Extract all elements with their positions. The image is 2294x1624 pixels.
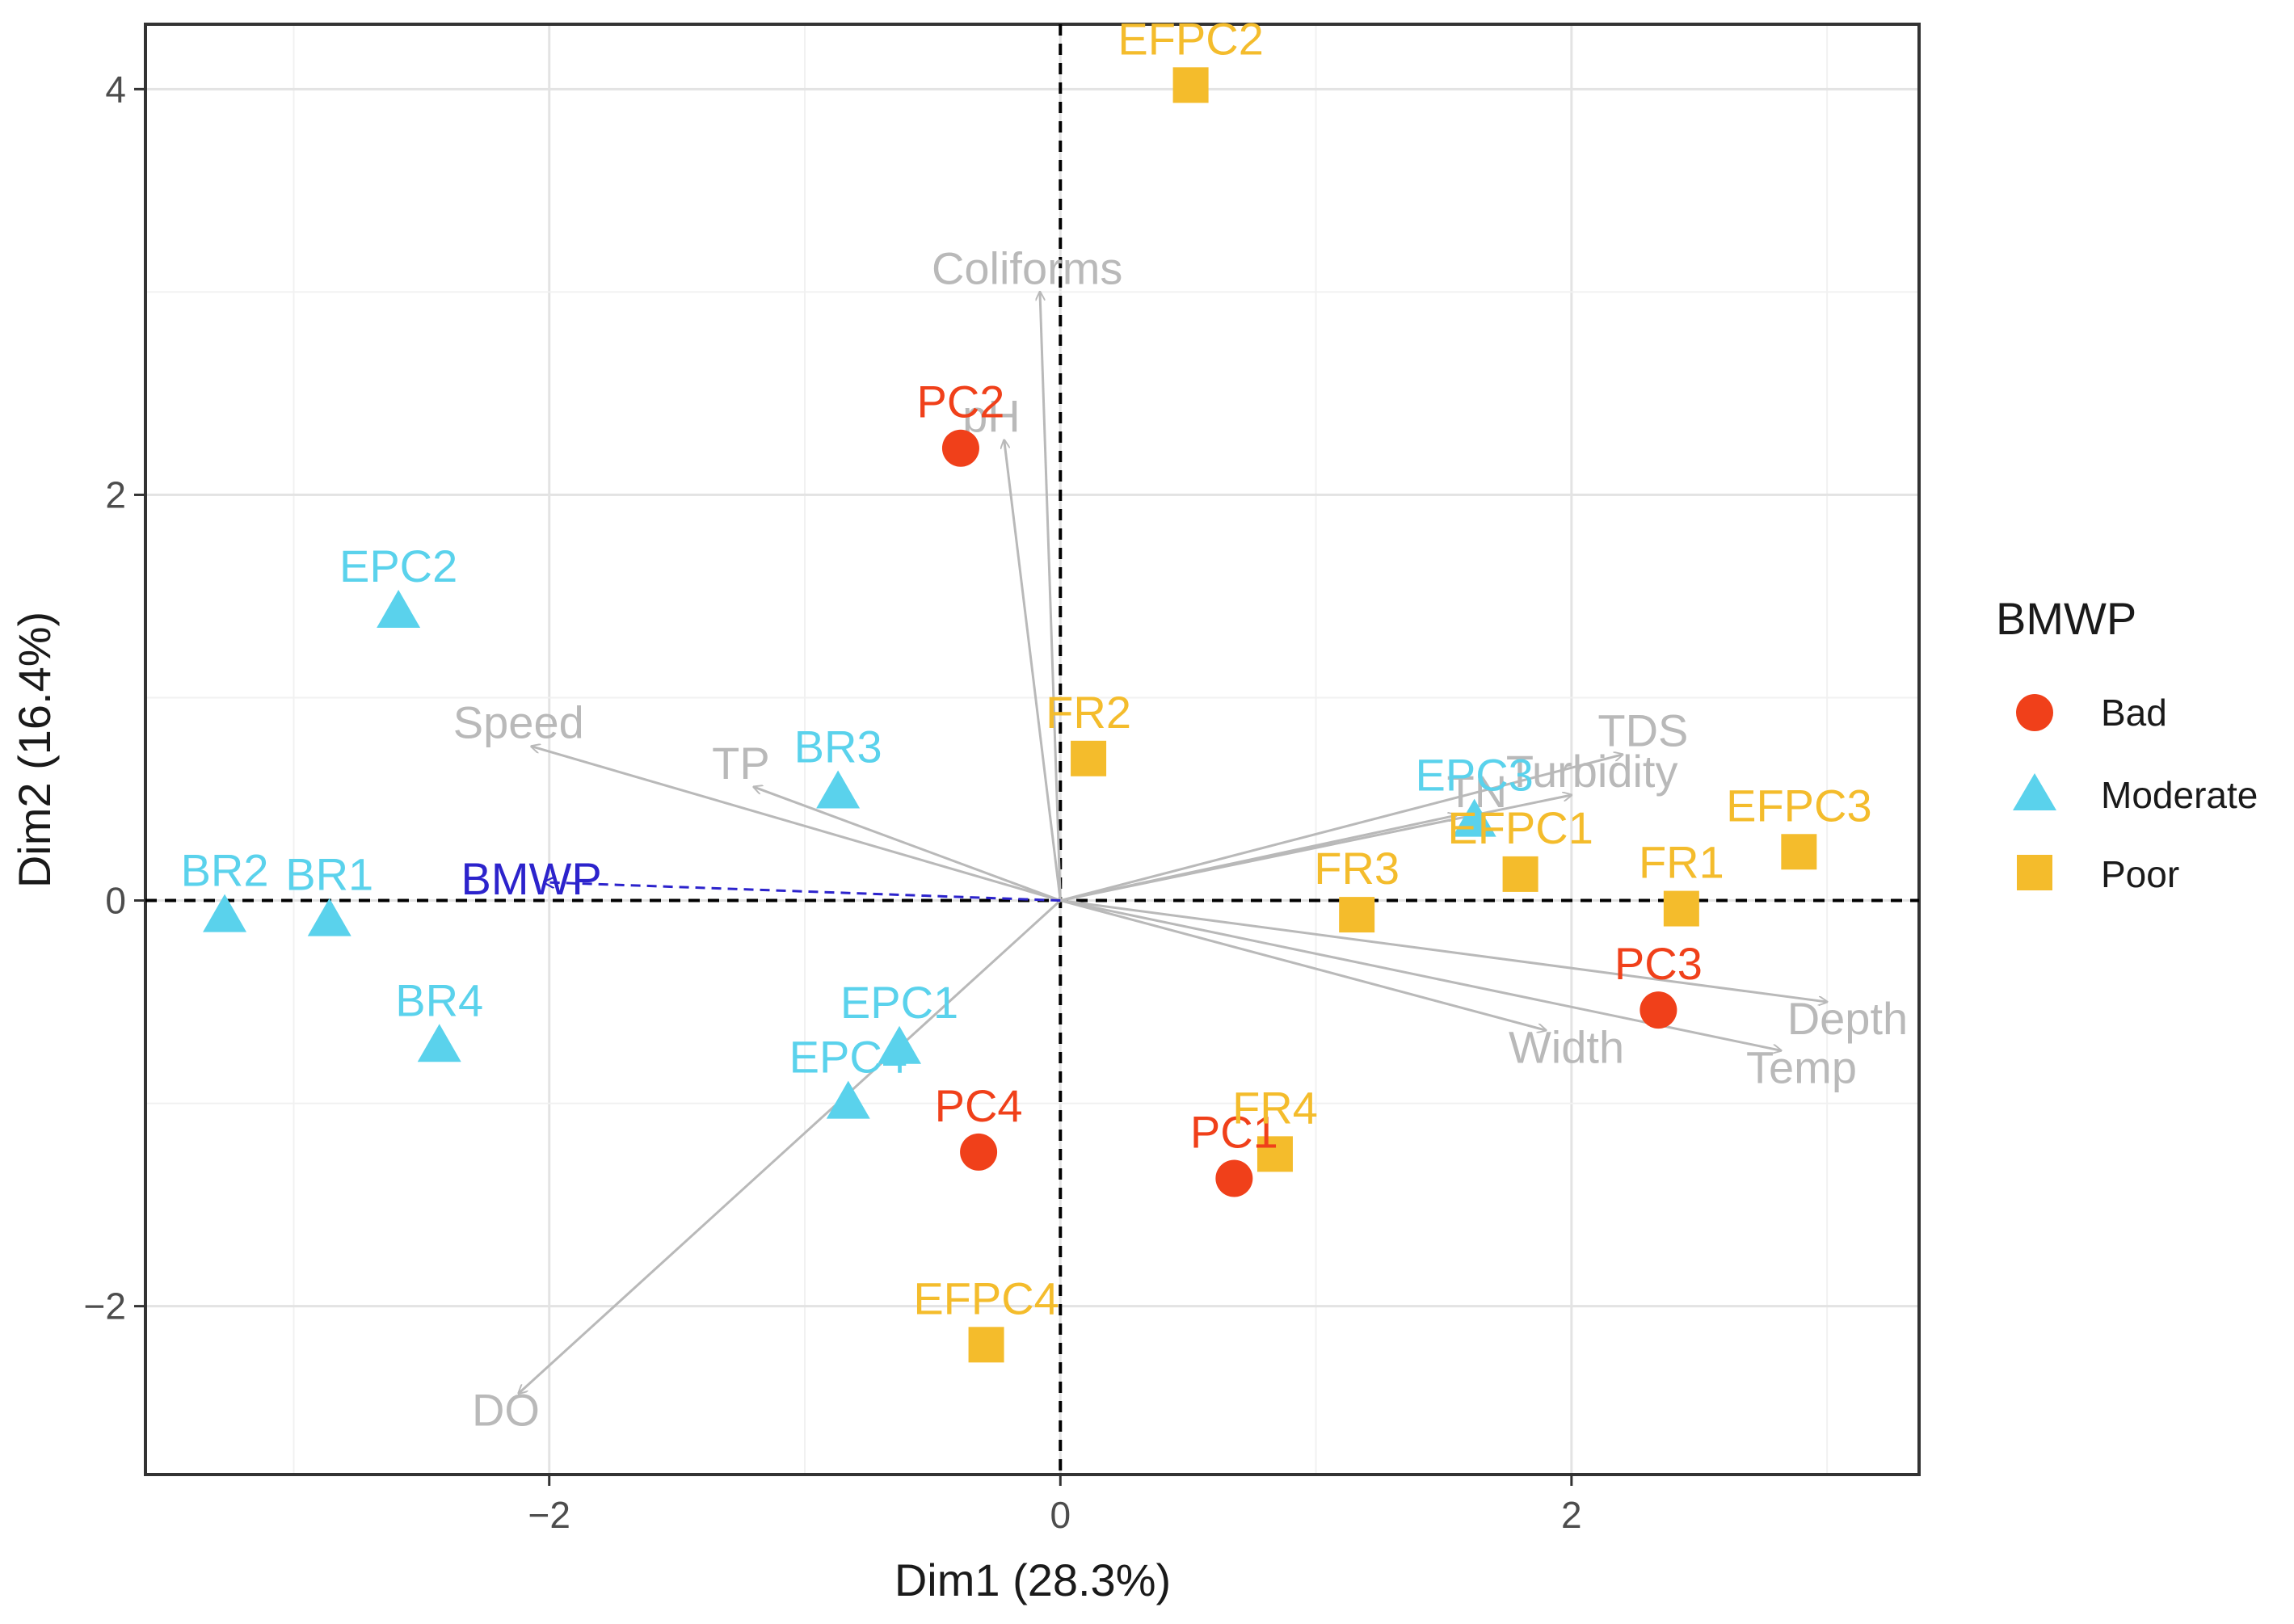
- individual-points: [203, 67, 1817, 1363]
- point-label-fr1: FR1: [1639, 837, 1724, 888]
- point-label-br3: BR3: [794, 721, 882, 772]
- legend-item-moderate: Moderate: [2013, 773, 2258, 816]
- point-label-epc1: EPC1: [840, 977, 958, 1028]
- point-label-pc2: PC2: [916, 377, 1004, 427]
- point-efpc3: [1781, 834, 1817, 870]
- variable-label-do: DO: [472, 1385, 540, 1436]
- variable-arrow-do: [519, 899, 1062, 1394]
- point-label-fr3: FR3: [1314, 843, 1400, 894]
- variable-arrow-width: [1059, 899, 1546, 1031]
- variable-label-temp: Temp: [1746, 1041, 1857, 1092]
- supplementary-label-bmwp: BMWP: [461, 853, 601, 904]
- y-tick-label--2: −2: [84, 1285, 126, 1327]
- variable-label-ph: pH: [962, 391, 1021, 442]
- point-label-br4: BR4: [395, 974, 483, 1025]
- variable-arrow-speed: [532, 747, 1061, 902]
- point-pc1: [1215, 1159, 1253, 1197]
- point-label-br1: BR1: [285, 849, 373, 900]
- variable-label-coliforms: Coliforms: [932, 242, 1122, 293]
- y-tick-label-4: 4: [105, 68, 126, 110]
- point-label-pc3: PC3: [1614, 938, 1703, 989]
- variable-label-speed: Speed: [453, 697, 584, 748]
- point-label-pc4: PC4: [935, 1080, 1023, 1131]
- point-fr3: [1339, 897, 1375, 933]
- point-label-br2: BR2: [181, 845, 269, 896]
- supplementary-arrow-bmwp: [544, 882, 1061, 902]
- y-axis-ticks: −2 0 2 4: [84, 68, 145, 1327]
- legend-item-bad: Bad: [2016, 692, 2167, 734]
- x-tick-label--2: −2: [528, 1494, 570, 1536]
- point-pc2: [941, 429, 979, 467]
- x-tick-label-0: 0: [1050, 1494, 1071, 1536]
- point-br3: [816, 770, 861, 809]
- point-fr4: [1256, 1136, 1293, 1172]
- variable-label-depth: Depth: [1787, 993, 1908, 1044]
- point-label-efpc1: EFPC1: [1447, 802, 1593, 853]
- x-axis-title: Dim1 (28.3%): [894, 1555, 1171, 1605]
- point-br2: [203, 894, 247, 932]
- point-pc4: [960, 1133, 998, 1171]
- legend-title: BMWP: [1996, 593, 2136, 644]
- point-label-efpc4: EFPC4: [913, 1273, 1059, 1323]
- point-label-fr4: FR4: [1232, 1082, 1318, 1133]
- point-label-efpc3: EFPC3: [1726, 780, 1872, 831]
- variable-label-turbidity: Turbidity: [1506, 746, 1678, 797]
- variable-arrow-depth: [1060, 899, 1827, 1003]
- point-pc3: [1639, 991, 1677, 1029]
- variable-label-width: Width: [1509, 1021, 1624, 1072]
- y-tick-label-0: 0: [105, 880, 126, 922]
- plot-panel-border: [144, 23, 1921, 1476]
- point-efpc2: [1172, 67, 1209, 103]
- variable-arrow-tn: [1059, 815, 1456, 902]
- variable-arrows: [519, 292, 1827, 1393]
- point-label-epc3: EPC3: [1416, 750, 1534, 801]
- point-efpc4: [968, 1327, 1004, 1363]
- legend: BMWP Bad Moderate Poor: [1996, 593, 2258, 895]
- variable-label-tds: TDS: [1597, 705, 1688, 756]
- point-label-epc4: EPC4: [789, 1032, 907, 1083]
- variable-arrow-tds: [1059, 755, 1623, 902]
- point-fr1: [1663, 890, 1699, 927]
- variable-arrow-tp: [754, 787, 1061, 902]
- legend-key-bad: [2016, 694, 2053, 731]
- y-tick-label-2: 2: [105, 473, 126, 515]
- legend-key-moderate: [2013, 773, 2056, 810]
- legend-label-poor: Poor: [2101, 853, 2179, 895]
- x-tick-label-2: 2: [1561, 1494, 1582, 1536]
- x-axis-ticks: −2 0 2: [528, 1475, 1582, 1536]
- point-epc4: [826, 1080, 870, 1119]
- y-axis-title: Dim2 (16.4%): [9, 612, 60, 888]
- variable-arrow-coliforms: [1040, 292, 1062, 901]
- point-br1: [307, 898, 351, 936]
- legend-label-moderate: Moderate: [2101, 774, 2258, 816]
- point-epc3: [1452, 798, 1496, 837]
- legend-item-poor: Poor: [2017, 853, 2179, 895]
- point-efpc1: [1502, 856, 1538, 892]
- point-fr2: [1071, 740, 1107, 776]
- variable-arrow-ph: [1004, 440, 1062, 901]
- point-label-fr2: FR2: [1046, 687, 1131, 738]
- point-br4: [417, 1024, 461, 1062]
- point-epc2: [377, 590, 421, 629]
- point-label-epc2: EPC2: [339, 541, 457, 591]
- point-label-pc1: PC1: [1190, 1106, 1278, 1157]
- variable-label-tp: TP: [712, 738, 770, 789]
- point-label-efpc2: EFPC2: [1118, 13, 1264, 64]
- legend-key-poor: [2017, 855, 2052, 890]
- point-epc1: [878, 1025, 922, 1064]
- point-labels: EFPC2 PC2 EPC2 FR2 BR3 EPC3 EFPC3 EFPC1 FR1 FR3 BR…: [181, 13, 1872, 1323]
- legend-label-bad: Bad: [2101, 692, 2167, 734]
